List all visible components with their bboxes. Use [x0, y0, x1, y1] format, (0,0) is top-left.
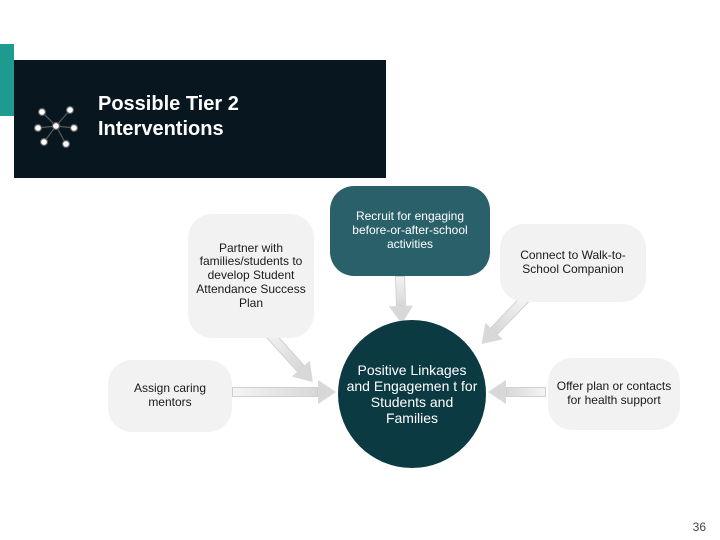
node-mentors-label: Assign caring mentors [116, 382, 224, 410]
node-partner-label: Partner with families/students to develo… [196, 242, 306, 311]
page-title: Possible Tier 2 Interventions [98, 92, 239, 142]
node-connect: Connect to Walk-to-School Companion [500, 224, 646, 302]
node-partner: Partner with families/students to develo… [188, 214, 314, 338]
node-health: Offer plan or contacts for health suppor… [548, 358, 680, 430]
network-nodes-icon [34, 104, 78, 148]
node-center: Positive Linkages and Engagemen t for St… [338, 320, 486, 468]
node-recruit-label: Recruit for engaging before-or-after-sch… [338, 210, 482, 251]
diagram-area: Partner with families/students to develo… [0, 180, 720, 540]
node-connect-label: Connect to Walk-to-School Companion [508, 249, 638, 277]
node-mentors: Assign caring mentors [108, 360, 232, 432]
node-center-label: Positive Linkages and Engagemen t for St… [346, 362, 478, 426]
page-number: 36 [693, 520, 706, 534]
node-recruit: Recruit for engaging before-or-after-sch… [330, 186, 490, 276]
accent-bar [0, 44, 14, 116]
node-health-label: Offer plan or contacts for health suppor… [556, 380, 672, 408]
